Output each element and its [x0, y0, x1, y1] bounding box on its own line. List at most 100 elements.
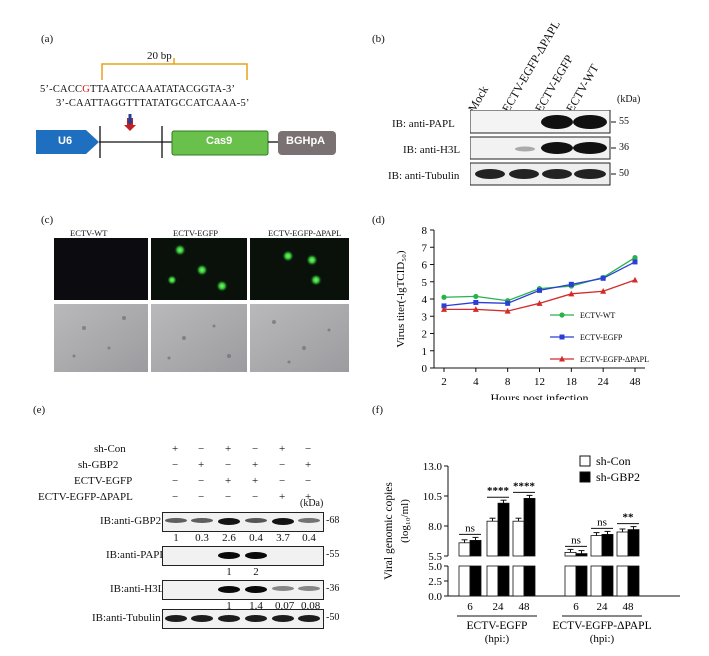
- x-tick-label: 6: [467, 601, 473, 613]
- data-point: [600, 275, 606, 281]
- treatment-row-label: ECTV-EGFP: [74, 475, 133, 487]
- y-tick-label: 4: [422, 294, 428, 306]
- data-point: [441, 306, 447, 312]
- micro-title-wt: ECTV-WT: [70, 228, 108, 238]
- x-tick-label: 48: [519, 601, 531, 613]
- data-point: [568, 281, 574, 287]
- blot-box: [162, 546, 324, 566]
- significance-label: ns: [597, 516, 607, 528]
- y-axis-label: Virus titer(-lgTCID₅₀): [395, 250, 407, 347]
- y-tick-label: 2.5: [428, 576, 442, 588]
- panel-label-d: (d): [372, 214, 385, 226]
- blot-band: [165, 518, 187, 523]
- bar-upper: [486, 520, 499, 557]
- kda-55-b: 55: [619, 116, 629, 127]
- legend-swatch: [579, 455, 591, 467]
- kda-marker: -55: [326, 549, 340, 560]
- legend-swatch: [579, 471, 591, 483]
- blot-band: [245, 518, 267, 523]
- series-line: [443, 261, 636, 307]
- band-quantification: 3.7: [276, 532, 290, 544]
- series-line: [443, 257, 636, 302]
- blot-band: [272, 518, 294, 525]
- treatment-sign: +: [252, 459, 259, 471]
- blot-band: [218, 552, 240, 559]
- y-tick-label: 5: [422, 277, 428, 289]
- legend-label: ECTV-WT: [580, 311, 615, 320]
- treatment-sign: −: [198, 443, 205, 455]
- panel-label-c: (c): [41, 214, 54, 226]
- legend-marker: [559, 334, 565, 340]
- blot-band: [191, 615, 213, 622]
- bar-lower: [486, 565, 499, 597]
- data-point: [473, 299, 479, 305]
- panel-c-micrographs: [54, 238, 349, 372]
- x-tick-label: 8: [505, 376, 511, 388]
- blot-band: [218, 615, 240, 622]
- x-tick-label: 48: [623, 601, 635, 613]
- legend-label: ECTV-EGFP-ΔPAPL: [580, 355, 649, 364]
- band-quantification: 2.6: [222, 532, 236, 544]
- sequence-top: 5’-CACCGTTAATCCAAATATACGGTA-3’: [40, 84, 236, 95]
- bghpa-element: [278, 131, 336, 155]
- blot-band: [191, 518, 213, 523]
- data-point: [472, 306, 479, 312]
- legend-marker: [559, 312, 565, 318]
- y-tick-label: 5.5: [428, 551, 442, 563]
- bar-upper: [497, 502, 510, 557]
- blot-band: [272, 615, 294, 622]
- treatment-row-label: sh-GBP2: [78, 459, 119, 471]
- bar-upper: [564, 551, 577, 557]
- data-point: [441, 303, 447, 309]
- y-tick-label: 6: [422, 260, 428, 272]
- kda-label-b: (kDa): [617, 94, 641, 105]
- bar-lower: [469, 565, 482, 597]
- treatment-sign: +: [279, 443, 286, 455]
- data-point: [505, 300, 511, 306]
- panel-e-treatment-table: sh-Con + − + − + − sh-GBP2 − + − + − + ECTV-EGFP − − + + − −…: [0, 0, 340, 640]
- brightfield-image-egfp: [151, 304, 247, 372]
- legend-label: sh-GBP2: [596, 470, 640, 484]
- blot-box: [162, 609, 324, 629]
- treatment-row-label: sh-Con: [94, 443, 126, 455]
- data-point: [473, 293, 479, 300]
- treatment-sign: +: [279, 491, 286, 503]
- blot-label: IB:anti-PAPL: [106, 549, 167, 561]
- x-tick-label: 6: [573, 601, 579, 613]
- blot-box: [162, 512, 324, 532]
- band-quantification: 0.4: [302, 532, 316, 544]
- blot-band: [272, 586, 294, 591]
- bar-upper: [616, 531, 629, 557]
- blot-tubulin: [470, 162, 611, 186]
- panel-e-blots: IB:anti-GBP2 -68 1 0.3 2.6 0.4 3.7 0.4 IB:anti-P…: [0, 0, 345, 640]
- blot-band: [218, 586, 240, 593]
- band-quantification: 2: [253, 566, 259, 578]
- data-point: [568, 290, 575, 297]
- group-unit: (hpi:): [485, 633, 510, 645]
- treatment-sign: −: [225, 491, 232, 503]
- legend-label: sh-Con: [596, 454, 631, 468]
- panel-label-b: (b): [372, 33, 385, 45]
- x-tick-label: 48: [630, 376, 642, 388]
- treatment-sign: −: [225, 459, 232, 471]
- treatment-sign: −: [305, 443, 312, 455]
- x-tick-label: 24: [597, 601, 609, 613]
- treatment-sign: +: [252, 475, 259, 487]
- bar-upper: [512, 520, 525, 557]
- y-tick-label: 3: [422, 311, 428, 323]
- blot-label: IB:anti-Tubulin: [92, 612, 161, 624]
- y-tick-label: 5.0: [428, 561, 442, 573]
- treatment-sign: −: [279, 475, 286, 487]
- treatment-sign: −: [305, 475, 312, 487]
- blot-band: [298, 586, 320, 591]
- blot-box: [162, 580, 324, 600]
- kda-50-b: 50: [619, 168, 629, 179]
- panel-label-f: (f): [372, 404, 383, 416]
- blot-label-papl: IB: anti-PAPL: [392, 118, 455, 130]
- bar-lower: [627, 565, 640, 597]
- group-unit: (hpi:): [590, 633, 615, 645]
- significance-label: ns: [571, 534, 581, 546]
- treatment-sign: −: [172, 475, 179, 487]
- x-tick-label: 12: [534, 376, 545, 388]
